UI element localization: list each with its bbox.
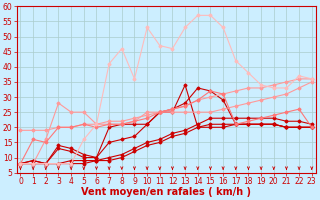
X-axis label: Vent moyen/en rafales ( km/h ): Vent moyen/en rafales ( km/h ) <box>81 187 251 197</box>
